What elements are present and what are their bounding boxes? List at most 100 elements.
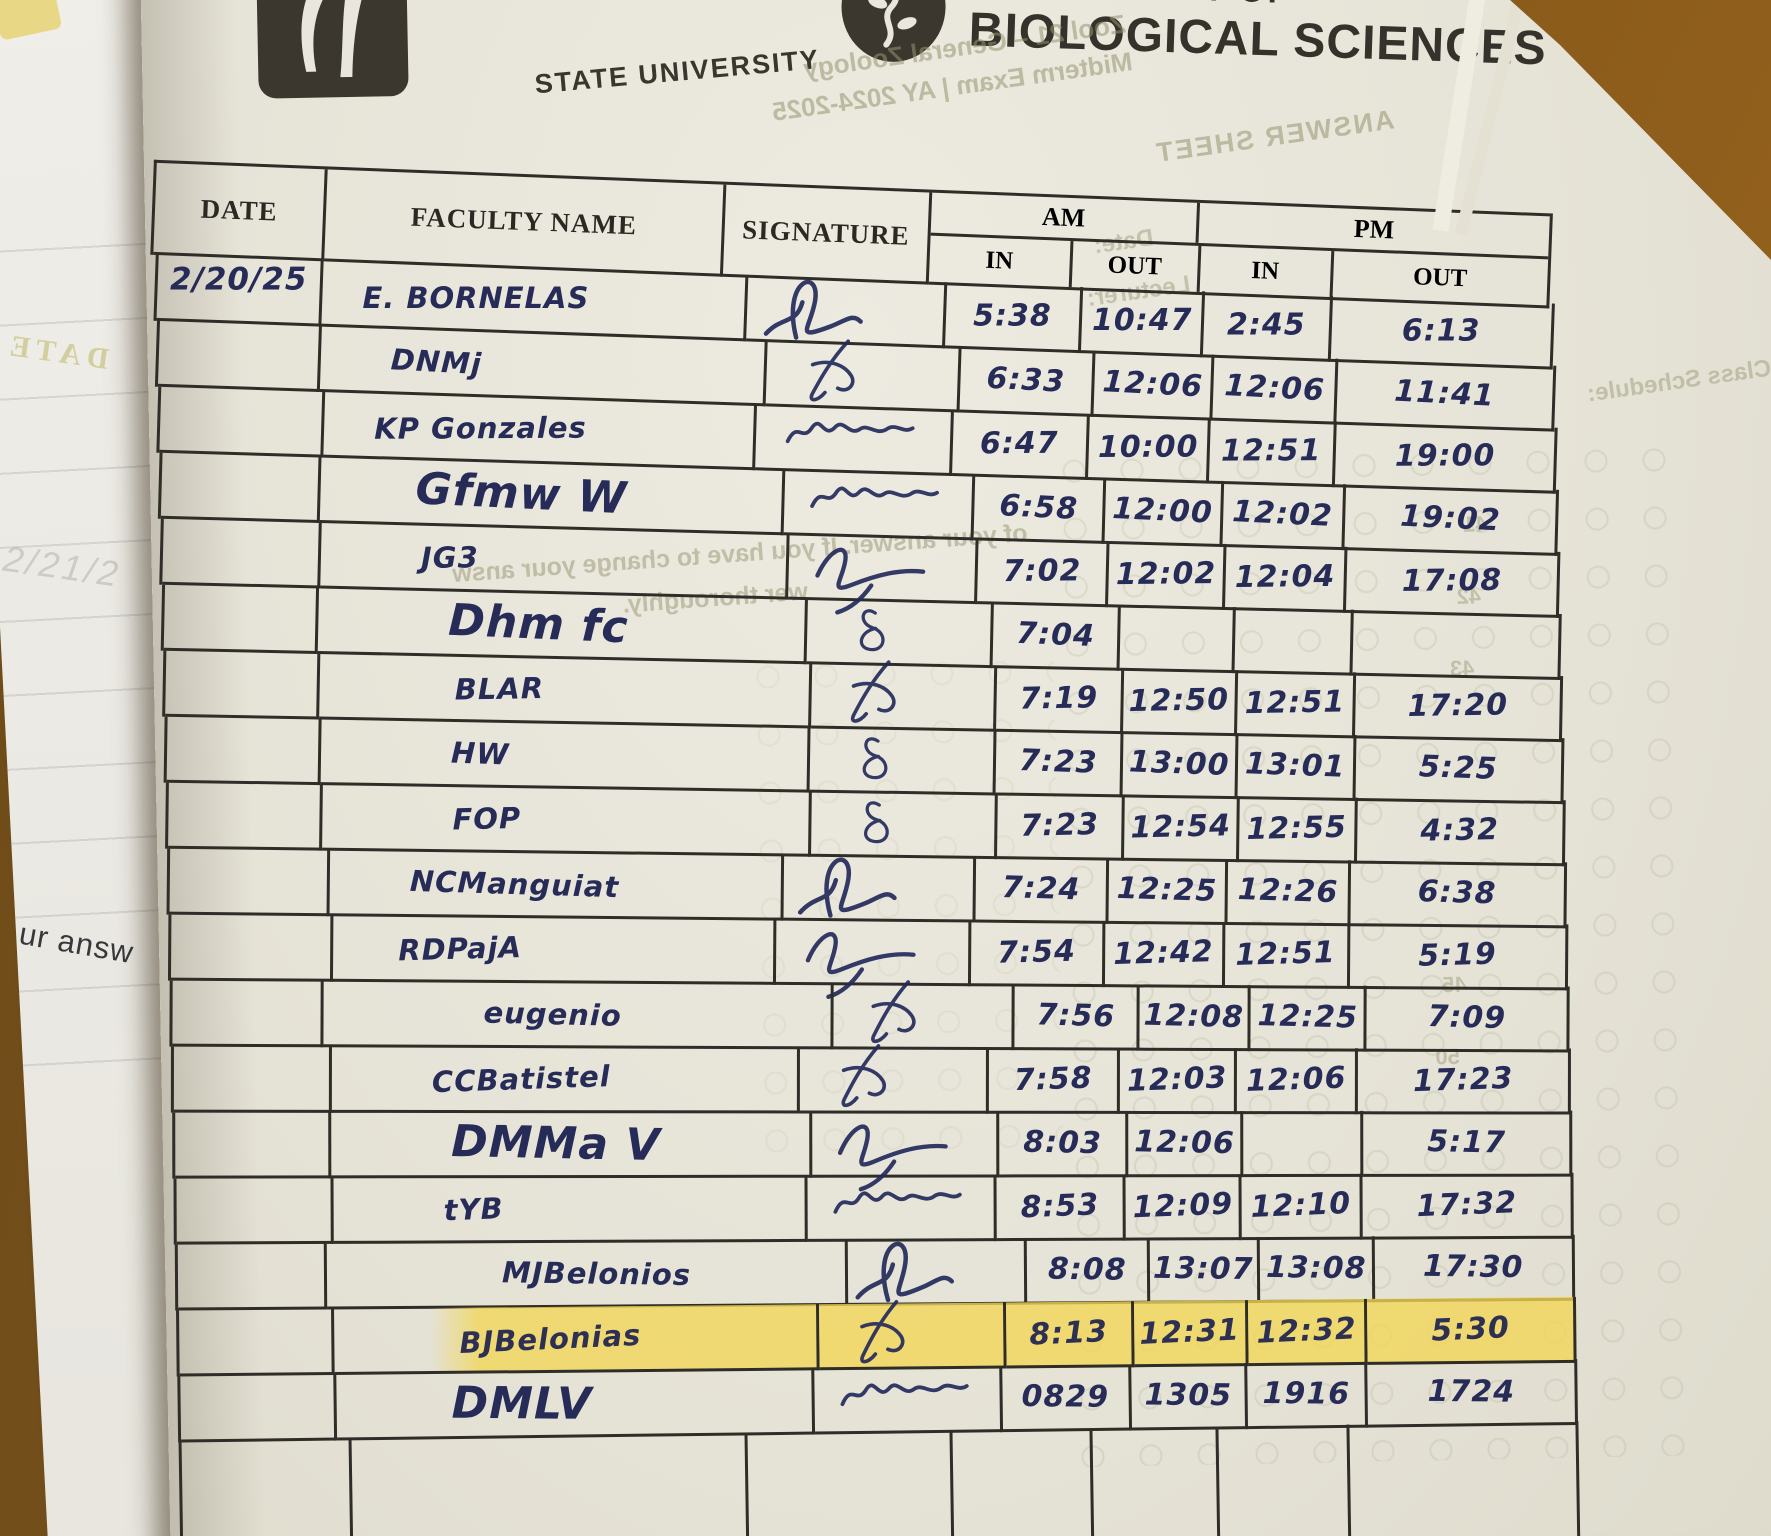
- cell-date: [159, 386, 326, 458]
- cell-date: 2/20/25: [156, 254, 324, 327]
- cell-am_in: 6:33: [959, 346, 1096, 417]
- cell-pm_in: [1234, 607, 1355, 676]
- cell-date: [176, 1177, 334, 1245]
- cell-pm_out: 5:17: [1362, 1110, 1573, 1177]
- cell-date: [157, 320, 322, 392]
- university-name: VISAYAS: [392, 0, 777, 14]
- handwritten-am_in: 0829: [1021, 1379, 1110, 1415]
- cell-am_in: 7:23: [996, 793, 1126, 861]
- bleedthrough-text: Class Schedule:: [1585, 354, 1771, 408]
- table-row: DNMj 6:33 12:06 12:06 11:41: [154, 320, 1557, 432]
- cell-pm_out: 5:19: [1349, 922, 1569, 991]
- handwritten-am_out: 12:00: [1111, 490, 1214, 531]
- handwritten-name: CCBatistel: [431, 1058, 612, 1099]
- handwritten-am_out: 10:00: [1097, 429, 1199, 466]
- handwritten-am_out: 10:47: [1091, 303, 1193, 339]
- signature-scrawl: [806, 598, 994, 669]
- handwritten-name: JG3: [420, 539, 479, 575]
- handwritten-pm_in: 1916: [1261, 1375, 1350, 1412]
- cell-am_in: 5:38: [944, 282, 1084, 354]
- cell-name: JG3: [320, 522, 790, 600]
- handwritten-name: Dhm fc: [447, 594, 630, 654]
- handwritten-pm_in: 12:25: [1256, 998, 1358, 1036]
- handwritten-am_in: 7:58: [1013, 1060, 1093, 1099]
- handwritten-am_out: 12:06: [1133, 1124, 1235, 1162]
- cell-date: [172, 980, 324, 1048]
- handwritten-am_in: 6:33: [985, 360, 1066, 400]
- handwritten-pm_out: 6:38: [1417, 874, 1498, 912]
- handwritten-name: tYB: [442, 1190, 504, 1227]
- cell-am_out: 12:08: [1139, 984, 1251, 1052]
- cell-name: [351, 1433, 751, 1536]
- handwritten-am_in: 7:02: [1002, 553, 1082, 590]
- cell-am_out: 12:09: [1125, 1174, 1243, 1241]
- handwritten-pm_in: 12:06: [1245, 1060, 1347, 1099]
- cell-am_in: 8:08: [1026, 1237, 1151, 1305]
- handwritten-pm_out: 5:25: [1418, 749, 1499, 787]
- cell-date: [169, 848, 331, 917]
- cell-am_out: 12:06: [1128, 1111, 1244, 1178]
- table-row: FOP 7:23 12:54 12:55 4:32: [165, 782, 1566, 867]
- cell-date: [160, 452, 322, 523]
- cell-pm_in: 2:45: [1203, 291, 1333, 362]
- cell-date: [180, 1374, 338, 1443]
- cell-pm_out: 19:02: [1343, 484, 1560, 556]
- handwritten-pm_out: 7:09: [1426, 999, 1507, 1037]
- cell-pm_out: 5:30: [1367, 1296, 1577, 1365]
- cell-pm_out: 19:00: [1335, 421, 1558, 494]
- header-faculty-name: FACULTY NAME: [324, 169, 727, 277]
- handwritten-pm_in: 13:08: [1265, 1249, 1367, 1287]
- cell-am_out: 12:31: [1133, 1300, 1249, 1368]
- cell-pm_in: 12:10: [1241, 1173, 1363, 1241]
- cell-pm_in: 12:06: [1236, 1048, 1359, 1115]
- handwritten-pm_in: 13:01: [1244, 746, 1347, 785]
- handwritten-pm_in: 2:45: [1227, 307, 1306, 343]
- handwritten-am_in: 6:58: [998, 488, 1079, 527]
- header-am: AM: [930, 192, 1200, 243]
- handwritten-pm_in: 12:04: [1234, 558, 1336, 595]
- handwritten-name: HW: [450, 734, 511, 772]
- cell-name: HW: [320, 719, 811, 793]
- header-pm-in: IN: [1199, 246, 1334, 298]
- cell-am_out: 13:07: [1149, 1236, 1261, 1304]
- handwritten-am_out: 13:07: [1152, 1250, 1254, 1288]
- cell-pm_out: [1352, 609, 1562, 680]
- cell-pm_in: 12:51: [1236, 670, 1357, 739]
- cell-am_in: 7:02: [977, 538, 1110, 608]
- handwritten-am_in: 5:38: [973, 298, 1052, 334]
- table-row: NCManguiat 7:24 12:25 12:26 6:38: [166, 848, 1568, 929]
- cell-am_out: 12:54: [1124, 794, 1240, 863]
- signature-scrawl: [819, 1299, 1007, 1371]
- header-am-in: IN: [928, 235, 1074, 288]
- handwritten-name: FOP: [452, 800, 522, 836]
- cell-date: [170, 914, 334, 982]
- cell-am_out: 12:25: [1108, 857, 1228, 926]
- cell-pm_in: 12:55: [1238, 796, 1359, 864]
- handwritten-am_in: 7:23: [1019, 807, 1100, 844]
- handwritten-am_out: 12:25: [1115, 870, 1218, 909]
- handwritten-am_in: 7:23: [1018, 742, 1099, 781]
- handwritten-pm_in: 12:51: [1244, 684, 1346, 722]
- handwritten-pm_out: 19:02: [1399, 498, 1502, 539]
- cell-am_in: 7:58: [989, 1047, 1120, 1114]
- handwritten-pm_out: 17:30: [1422, 1248, 1524, 1286]
- signature-scrawl: [847, 1238, 1028, 1306]
- sticky-tab: [0, 0, 63, 41]
- cell-date: [166, 716, 322, 786]
- handwritten-name: KP Gonzales: [374, 410, 587, 446]
- header-am-out: OUT: [1071, 241, 1202, 292]
- handwritten-pm_out: 17:32: [1415, 1185, 1518, 1225]
- cell-name: eugenio: [323, 981, 834, 1050]
- cell-am_out: 12:00: [1104, 477, 1224, 547]
- handwritten-name: NCManguiat: [409, 863, 621, 904]
- handwritten-am_in: 7:54: [996, 933, 1077, 971]
- handwritten-pm_out: 6:13: [1401, 313, 1481, 349]
- cell-am_in: 7:56: [1014, 984, 1140, 1051]
- handwritten-pm_out: 19:00: [1394, 438, 1496, 474]
- signature-scrawl: [814, 1366, 1004, 1435]
- table-row: MJBelonios 8:08 13:07 13:08 17:30: [174, 1234, 1576, 1311]
- handwritten-pm_out: 5:30: [1430, 1310, 1511, 1349]
- cell-date: [181, 1439, 355, 1536]
- handwritten-am_in: 8:08: [1047, 1251, 1127, 1288]
